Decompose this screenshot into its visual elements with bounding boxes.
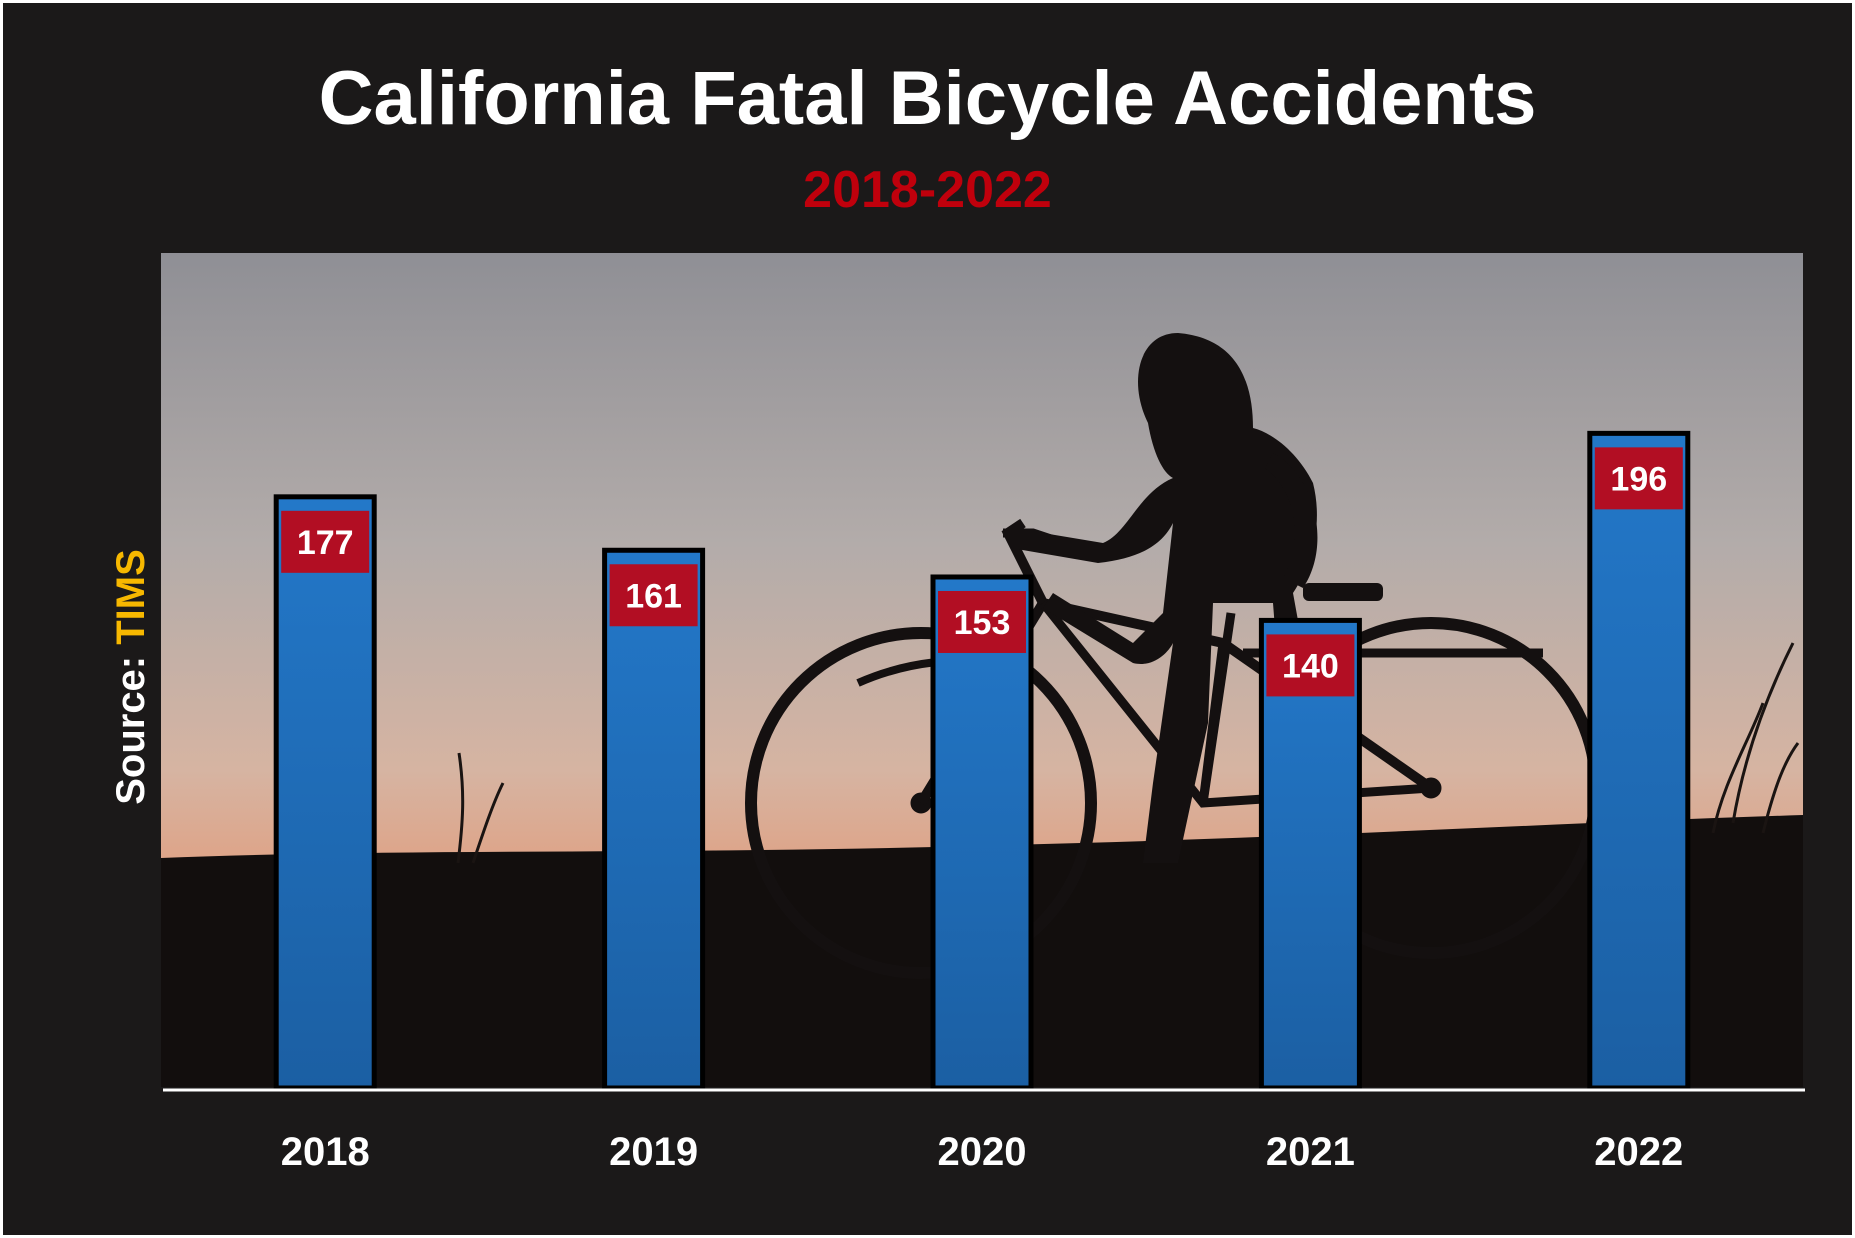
data-label-bg-2018 (281, 510, 370, 573)
data-label-2019: 161 (625, 577, 682, 615)
bars-group: 177 161 153 140 196 (273, 430, 1691, 1091)
source-label: Source: TIMS (107, 549, 155, 805)
data-label-bg-2022 (1594, 447, 1683, 510)
data-label-bg-2020 (938, 590, 1026, 653)
data-label-bg-2019 (609, 564, 698, 627)
data-label-2021: 140 (1282, 647, 1339, 685)
chart-title: California Fatal Bicycle Accidents (318, 56, 1537, 141)
x-tick-label-2018: 2018 (281, 1130, 370, 1174)
x-tick-label-2019: 2019 (609, 1130, 698, 1174)
bar-2020 (930, 574, 1034, 1091)
woman-silhouette-icon (1011, 333, 1383, 863)
source-prefix: Source: (109, 644, 153, 805)
bar-2022 (1587, 430, 1691, 1091)
data-label-2018: 177 (297, 524, 354, 562)
grass-silhouette-icon (456, 642, 1800, 864)
data-label-2020: 153 (954, 604, 1011, 642)
bar-2018 (273, 494, 377, 1091)
x-tick-label-2021: 2021 (1266, 1130, 1355, 1174)
data-label-bg-2021 (1266, 634, 1355, 697)
chart-area: 177 161 153 140 196 2018 2019 2020 2021 2022 (161, 253, 1805, 1174)
data-label-2022: 196 (1610, 460, 1667, 498)
chart-subtitle: 2018-2022 (803, 161, 1052, 219)
x-tick-label-2020: 2020 (938, 1130, 1027, 1174)
bar-2021 (1258, 617, 1362, 1091)
chart-slide: California Fatal Bicycle Accidents 2018-… (3, 3, 1852, 1235)
x-axis-ticks: 2018 2019 2020 2021 2022 (281, 1130, 1684, 1174)
x-tick-label-2022: 2022 (1594, 1130, 1683, 1174)
source-value: TIMS (109, 549, 153, 645)
bar-2019 (602, 547, 706, 1091)
